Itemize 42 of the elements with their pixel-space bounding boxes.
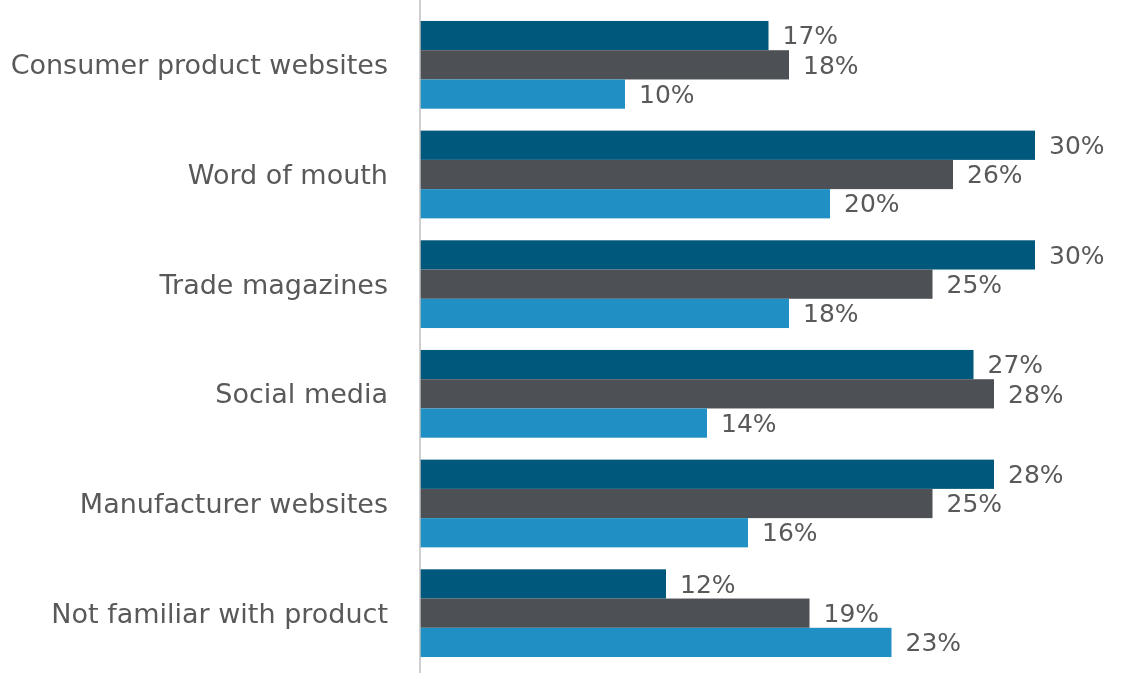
bar [420,459,994,489]
data-label: 17% [782,21,839,51]
bar [420,50,789,80]
bar [420,518,748,548]
bar [420,379,994,409]
y-tick-label: Trade magazines [158,268,388,300]
bar [420,79,625,109]
bar [420,349,974,380]
bar [420,240,1035,270]
y-tick-label: Word of mouth [187,158,388,190]
bar [420,130,1035,160]
bar [420,569,666,599]
data-label: 26% [967,160,1023,190]
data-label: 30% [1049,131,1105,161]
y-tick-label: Consumer product websites [10,49,388,81]
y-tick-label: Social media [215,378,388,410]
bar [420,159,953,190]
bar [420,20,769,51]
data-label: 23% [905,628,962,658]
data-label: 20% [844,189,900,219]
data-label: 10% [639,79,695,109]
data-label: 18% [803,50,859,80]
data-label: 14% [721,408,777,438]
data-label: 12% [680,569,736,599]
data-label: 16% [762,518,818,548]
data-label: 28% [1008,460,1064,490]
bar [420,269,933,299]
y-tick-label: Manufacturer websites [79,487,388,519]
data-label: 30% [1049,240,1105,270]
data-label: 28% [1008,379,1064,409]
bar [420,598,810,628]
data-label: 27% [987,350,1044,380]
bar [420,627,892,658]
bar [420,298,789,329]
data-label: 25% [946,269,1003,299]
data-label: 25% [946,489,1003,519]
data-label: 19% [823,598,880,628]
data-label: 18% [803,299,859,329]
bar [420,189,830,219]
bar [420,488,933,519]
bar [420,408,707,438]
y-tick-label: Not familiar with product [51,597,388,629]
